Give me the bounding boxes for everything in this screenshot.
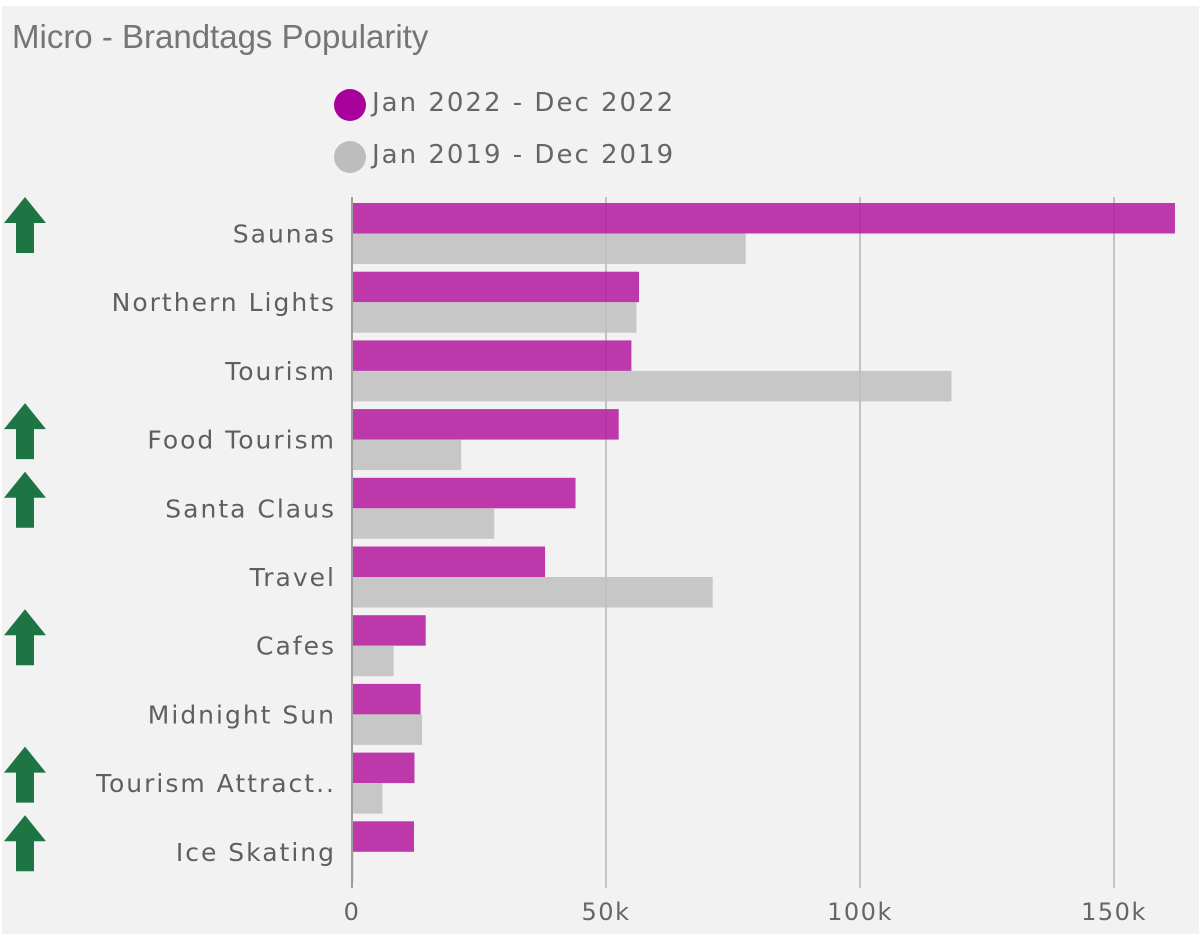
- legend-label-2022: Jan 2022 - Dec 2022: [372, 88, 676, 118]
- legend-dot-2022: [334, 89, 366, 121]
- category-label: Northern Lights: [112, 288, 336, 317]
- bar-2022-saunas: [352, 203, 1175, 234]
- category-label: Cafes: [256, 632, 336, 661]
- bar-2022-tourism-attract: [352, 752, 415, 784]
- category-label: Ice Skating: [176, 838, 336, 867]
- bar-2019-saunas: [352, 233, 746, 264]
- x-tick-label: 50k: [582, 898, 631, 926]
- bar-2022-food-tourism: [352, 409, 619, 440]
- bar-2019-food-tourism: [352, 439, 462, 471]
- legend-dot-2019: [334, 141, 366, 173]
- category-label: Travel: [249, 563, 336, 592]
- bar-2022-cafes: [352, 615, 426, 646]
- bar-2019-tourism-attract: [352, 783, 383, 814]
- trend-up-arrow-icon: [4, 815, 46, 872]
- trend-up-arrow-icon: [4, 471, 46, 528]
- category-label: Saunas: [233, 220, 336, 249]
- category-label: Tourism Attract..: [95, 769, 336, 798]
- x-tick-label: 0: [344, 898, 361, 926]
- trend-up-arrow-icon: [4, 403, 46, 460]
- category-label: Santa Claus: [165, 494, 336, 523]
- bar-2019-midnight-sun: [352, 714, 423, 745]
- bar-2022-travel: [352, 546, 546, 577]
- chart-panel: [2, 6, 1199, 934]
- bar-2022-santa-claus: [352, 477, 576, 509]
- category-label: Food Tourism: [147, 426, 336, 455]
- bar-2019-cafes: [352, 645, 394, 677]
- legend-label-2019: Jan 2019 - Dec 2019: [372, 140, 676, 170]
- bar-2022-ice-skating: [352, 821, 414, 852]
- bar-2019-northern-lights: [352, 302, 637, 333]
- trend-up-arrow-icon: [4, 197, 46, 253]
- bar-2022-midnight-sun: [352, 683, 421, 715]
- bar-2019-santa-claus: [352, 508, 495, 539]
- x-tick-label: 100k: [827, 898, 893, 926]
- bar-2022-northern-lights: [352, 271, 640, 303]
- trend-up-arrow-icon: [4, 746, 46, 803]
- x-tick-label: 150k: [1081, 898, 1147, 926]
- bar-2022-tourism: [352, 340, 632, 371]
- bar-2019-travel: [352, 577, 713, 608]
- chart-title: Micro - Brandtags Popularity: [12, 18, 429, 55]
- trend-up-arrow-icon: [4, 609, 46, 666]
- category-label: Midnight Sun: [148, 700, 336, 729]
- category-label: Tourism: [224, 357, 336, 386]
- bar-2019-tourism: [352, 370, 952, 402]
